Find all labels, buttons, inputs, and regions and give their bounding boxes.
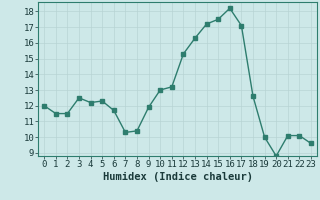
X-axis label: Humidex (Indice chaleur): Humidex (Indice chaleur) bbox=[103, 172, 252, 182]
